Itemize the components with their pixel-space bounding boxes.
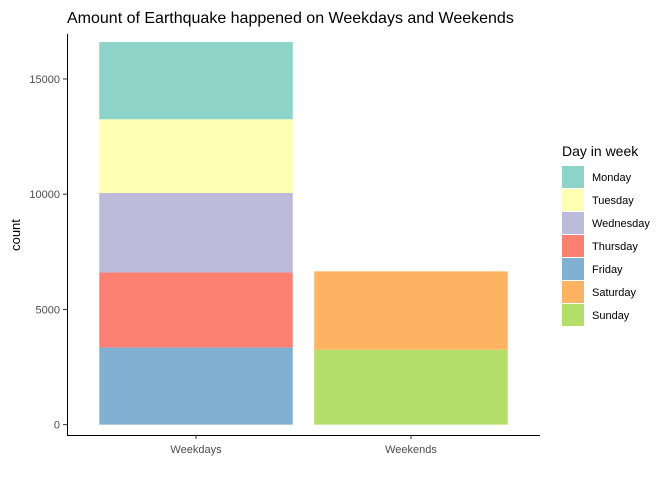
legend-swatch-thursday [562,235,584,257]
legend-title: Day in week [562,143,639,159]
legend-items: Monday Tuesday Wednesday Thursday Friday Satu… [562,166,650,326]
y-tick-label: 0 [54,420,60,432]
bar-weekdays-monday [99,42,293,120]
legend-label-sunday: Sunday [592,310,630,322]
legend-label-monday: Monday [592,172,632,184]
bar-weekdays-wednesday [99,193,293,273]
bar-weekdays-tuesday [99,119,293,194]
y-tick-label: 10000 [29,189,60,201]
x-ticks: Weekdays Weekends [170,435,437,456]
legend-swatch-sunday [562,304,584,326]
bar-weekdays-thursday [99,272,293,348]
legend: Day in week Monday Tuesday Wednesday Thursd… [562,143,650,326]
legend-swatch-saturday [562,281,584,303]
bar-weekends-sunday [314,349,508,425]
legend-label-tuesday: Tuesday [592,195,634,207]
y-axis-label: count [8,219,23,251]
bars-layer [99,42,508,425]
legend-swatch-tuesday [562,189,584,211]
y-ticks: 0 5000 10000 15000 [29,74,67,432]
axes-layer [67,34,540,436]
legend-swatch-wednesday [562,212,584,234]
y-tick-label: 5000 [36,304,60,316]
chart-title: Amount of Earthquake happened on Weekday… [67,10,514,27]
legend-label-friday: Friday [592,264,623,276]
bar-weekdays-friday [99,347,293,425]
x-tick-label: Weekends [385,444,437,456]
y-tick-label: 15000 [29,74,60,86]
legend-swatch-friday [562,258,584,280]
bar-weekends-saturday [314,271,508,350]
legend-label-wednesday: Wednesday [592,218,650,230]
legend-label-thursday: Thursday [592,241,638,253]
legend-label-saturday: Saturday [592,287,637,299]
legend-swatch-monday [562,166,584,188]
x-tick-label: Weekdays [170,444,222,456]
